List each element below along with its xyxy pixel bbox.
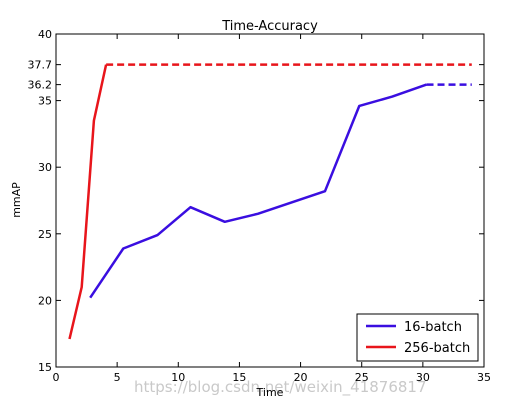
axis-ticks: 0 5 10 15 20 25 30 35 15 20 25 30 35 36.2 37.7 40 [28, 28, 492, 384]
x-tick-label: 10 [171, 371, 185, 384]
legend-box [356, 313, 479, 362]
y-tick-label: 37.7 [28, 59, 53, 72]
x-tick-label: 15 [232, 371, 246, 384]
series-line-16-batch [89, 83, 427, 299]
y-tick-label: 36.2 [28, 79, 53, 92]
legend: 16-batch 256-batch [356, 313, 479, 362]
y-tick-label: 35 [38, 95, 52, 108]
x-tick-label: 0 [53, 371, 60, 384]
x-tick-label: 5 [114, 371, 121, 384]
y-tick-label: 25 [38, 228, 52, 241]
x-tick-label: 20 [294, 371, 308, 384]
y-axis-label: mmAP [10, 182, 23, 218]
legend-label-16-batch: 16-batch [404, 320, 462, 335]
y-tick-label: 20 [38, 294, 52, 307]
y-tick-label: 40 [38, 28, 52, 41]
x-axis-label: Time [256, 386, 284, 399]
x-tick-label: 25 [355, 371, 369, 384]
x-tick-label: 35 [477, 371, 491, 384]
y-tick-label: 30 [38, 161, 52, 174]
series-line-256-batch [68, 64, 108, 340]
chart-title: Time-Accuracy [221, 19, 318, 34]
watermark: https://blog.csdn.net/weixin_41876817 [134, 378, 427, 397]
legend-label-256-batch: 256-batch [404, 341, 470, 356]
x-tick-label: 30 [416, 371, 430, 384]
y-tick-label: 15 [38, 361, 52, 374]
plot-area-frame [55, 33, 485, 368]
series-lines [68, 63, 472, 340]
